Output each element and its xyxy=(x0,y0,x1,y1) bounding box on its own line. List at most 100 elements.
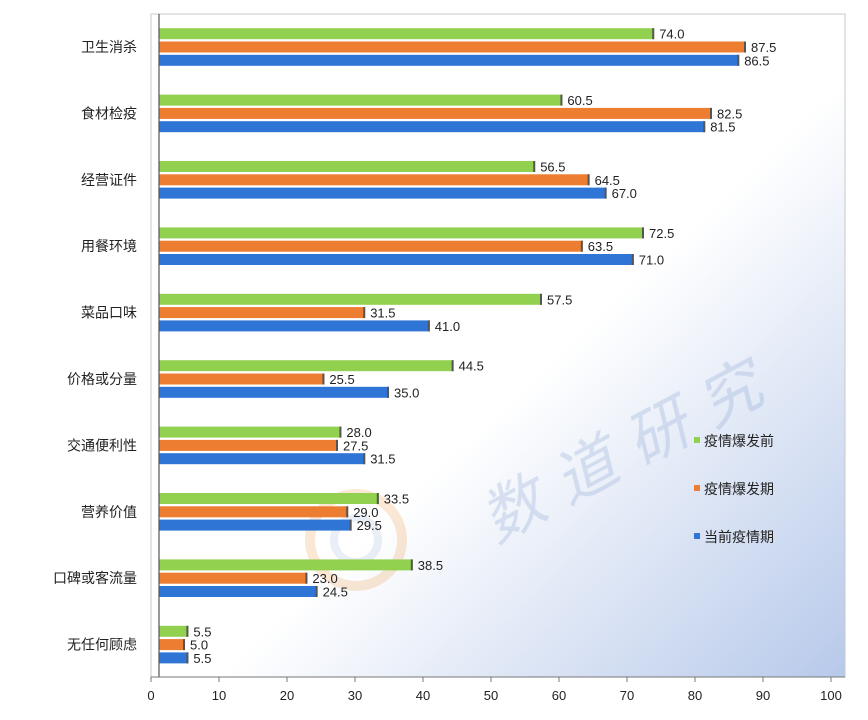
data-label: 38.5 xyxy=(418,558,443,573)
x-tick-label: 100 xyxy=(820,688,842,703)
bar xyxy=(159,227,644,239)
category-label: 经营证件 xyxy=(81,173,137,189)
data-label: 72.5 xyxy=(649,226,674,241)
data-label: 60.5 xyxy=(567,93,592,108)
category-label: 菜品口味 xyxy=(81,306,137,322)
category-label: 用餐环境 xyxy=(81,239,137,255)
data-label: 33.5 xyxy=(384,492,409,507)
bar-end-mark xyxy=(349,519,352,531)
bar xyxy=(159,426,342,438)
bar-end-mark xyxy=(387,386,389,398)
x-tick-label: 90 xyxy=(756,688,770,703)
data-label: 81.5 xyxy=(710,120,735,135)
data-label: 44.5 xyxy=(459,359,484,374)
bar xyxy=(159,107,712,119)
bar-end-mark xyxy=(744,41,746,53)
x-tick-label: 20 xyxy=(280,688,294,703)
data-label: 57.5 xyxy=(547,292,572,307)
bar xyxy=(159,572,308,584)
data-label: 87.5 xyxy=(751,40,776,55)
data-label: 27.5 xyxy=(343,438,368,453)
bar xyxy=(159,373,325,385)
bar xyxy=(159,493,379,504)
data-label: 63.5 xyxy=(588,239,613,254)
x-tick-label: 60 xyxy=(552,688,566,703)
data-label: 41.0 xyxy=(435,319,460,334)
data-label: 31.5 xyxy=(370,306,395,321)
data-label: 5.0 xyxy=(190,638,208,653)
legend-label: 当前疫情期 xyxy=(704,529,774,546)
category-label: 食材检疫 xyxy=(81,105,137,122)
bar-end-mark xyxy=(339,426,342,438)
bar xyxy=(159,625,189,637)
bar xyxy=(159,639,185,651)
category-label: 营养价值 xyxy=(81,505,137,521)
bar-end-mark xyxy=(703,121,706,133)
bar-end-mark xyxy=(652,28,655,40)
bar xyxy=(159,240,583,252)
bar-end-mark xyxy=(533,161,536,172)
data-label: 24.5 xyxy=(323,585,348,600)
bar xyxy=(159,439,338,451)
bar-end-mark xyxy=(376,493,379,504)
bars-layer xyxy=(159,28,746,664)
data-label: 86.5 xyxy=(744,53,769,68)
data-label: 25.5 xyxy=(329,372,354,387)
bar-end-mark xyxy=(631,254,634,265)
bar-end-mark xyxy=(410,559,413,571)
category-label: 卫生消杀 xyxy=(81,40,137,56)
data-label: 29.5 xyxy=(357,518,382,533)
x-tick-label: 0 xyxy=(147,688,154,703)
bar xyxy=(159,506,349,518)
bar-end-mark xyxy=(346,506,349,518)
data-label: 67.0 xyxy=(612,186,637,201)
bar xyxy=(159,94,563,106)
x-tick-label: 80 xyxy=(688,688,702,703)
bar-end-mark xyxy=(305,572,308,584)
data-label: 56.5 xyxy=(540,160,565,175)
legend-label: 疫情爆发前 xyxy=(704,433,774,450)
bar xyxy=(159,386,389,398)
category-labels-layer: 卫生消杀食材检疫经营证件用餐环境菜品口味价格或分量交通便利性营养价值口碑或客流量… xyxy=(53,40,137,654)
data-label: 74.0 xyxy=(659,27,684,42)
bar-end-mark xyxy=(336,439,338,451)
x-axis-ticks: 0 10 20 30 40 50 60 70 80 90 100 xyxy=(147,677,842,703)
bar xyxy=(159,519,352,531)
legend-label: 疫情爆发期 xyxy=(704,482,774,498)
bar-end-mark xyxy=(427,320,430,332)
data-label: 23.0 xyxy=(312,571,337,586)
data-label: 5.5 xyxy=(193,651,211,666)
bar-end-mark xyxy=(186,625,189,637)
bar xyxy=(159,360,454,372)
bar xyxy=(159,586,318,597)
data-label: 64.5 xyxy=(595,173,620,188)
bar xyxy=(159,161,536,172)
bar-end-mark xyxy=(604,187,607,199)
category-label: 价格或分量 xyxy=(67,372,137,388)
bar-end-mark xyxy=(363,453,366,465)
legend-swatch xyxy=(694,485,700,491)
data-label: 71.0 xyxy=(639,253,664,268)
bar xyxy=(159,307,366,319)
bar-end-mark xyxy=(183,639,185,651)
bar xyxy=(159,453,366,465)
x-tick-label: 10 xyxy=(212,688,226,703)
bar xyxy=(159,174,590,186)
bar-end-mark xyxy=(322,373,325,385)
x-tick-label: 30 xyxy=(348,688,362,703)
bar-end-mark xyxy=(580,240,583,252)
bar-end-mark xyxy=(642,227,644,239)
bar xyxy=(159,28,655,40)
x-tick-label: 70 xyxy=(620,688,634,703)
data-label: 28.0 xyxy=(346,425,371,440)
data-label: 82.5 xyxy=(717,106,742,121)
bar xyxy=(159,187,607,199)
value-labels-layer: 74.0 87.586.5 60.5 82.581.5 56.5 64.567.0 72.5… xyxy=(190,27,776,666)
bar-end-mark xyxy=(315,586,318,597)
category-label: 交通便利性 xyxy=(67,437,137,454)
data-label: 5.5 xyxy=(193,624,211,639)
bar-end-mark xyxy=(363,307,366,319)
